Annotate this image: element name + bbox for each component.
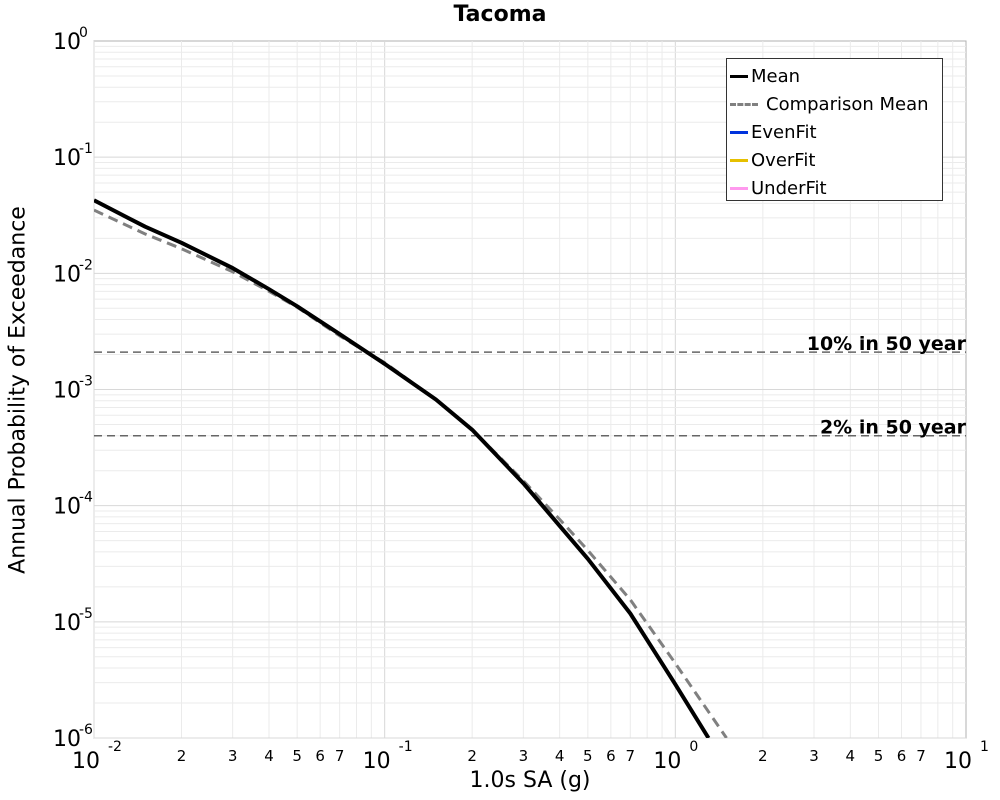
legend-label-mean: Mean	[751, 65, 801, 87]
legend-swatch-mean	[730, 74, 748, 78]
x-minor-tick-label: 7	[626, 747, 636, 765]
legend: Mean Comparison Mean EvenFit OverFit Und…	[726, 58, 943, 201]
y-tick-exponent: -6	[79, 722, 93, 738]
series-line-mean	[94, 198, 711, 738]
legend-swatch-overfit	[730, 158, 748, 162]
x-tick-label: 10	[72, 749, 100, 774]
x-minor-tick-label: 4	[264, 747, 274, 765]
legend-item-mean: Mean	[727, 62, 942, 90]
y-tick-exponent: -2	[79, 257, 93, 273]
y-tick-label: 10	[53, 727, 81, 752]
legend-swatch-comparison-mean	[730, 102, 758, 106]
y-tick-label: 10	[53, 30, 81, 55]
reference-line-label: 2% in 50 year	[820, 417, 967, 439]
x-tick-label: 10	[653, 749, 681, 774]
legend-swatch-evenfit	[730, 130, 748, 134]
y-tick-exponent: -5	[79, 606, 93, 622]
x-minor-tick-label: 4	[555, 747, 565, 765]
legend-swatch-underfit	[730, 186, 748, 190]
legend-label-comparison-mean: Comparison Mean	[766, 93, 929, 115]
reference-line-label: 10% in 50 year	[807, 333, 967, 355]
x-minor-tick-label: 2	[758, 747, 768, 765]
x-minor-tick-label: 2	[467, 747, 477, 765]
y-tick-exponent: -4	[79, 490, 93, 506]
legend-label-underfit: UnderFit	[751, 177, 827, 199]
x-axis-label: 1.0s SA (g)	[469, 768, 591, 793]
x-tick-exponent: 0	[689, 739, 698, 755]
x-minor-tick-label: 5	[292, 747, 302, 765]
x-minor-tick-label: 3	[809, 747, 819, 765]
x-tick-exponent: 1	[980, 739, 989, 755]
x-minor-tick-label: 2	[177, 747, 187, 765]
x-minor-tick-label: 5	[583, 747, 593, 765]
x-minor-tick-label: 6	[315, 747, 325, 765]
legend-item-underfit: UnderFit	[727, 174, 942, 202]
y-tick-label: 10	[53, 262, 81, 287]
x-minor-tick-label: 3	[519, 747, 529, 765]
y-tick-exponent: -1	[79, 141, 93, 157]
x-minor-tick-label: 7	[335, 747, 345, 765]
legend-label-evenfit: EvenFit	[751, 121, 817, 143]
y-tick-label: 10	[53, 495, 81, 520]
x-minor-tick-label: 6	[606, 747, 616, 765]
y-tick-exponent: -3	[79, 374, 93, 390]
chart-title: Tacoma	[453, 2, 547, 27]
x-minor-tick-label: 4	[846, 747, 856, 765]
x-tick-exponent: -2	[108, 739, 122, 755]
y-tick-label: 10	[53, 379, 81, 404]
x-tick-exponent: -1	[399, 739, 413, 755]
x-minor-tick-label: 5	[874, 747, 884, 765]
y-tick-label: 10	[53, 611, 81, 636]
legend-item-overfit: OverFit	[727, 146, 942, 174]
y-tick-label: 10	[53, 146, 81, 171]
x-tick-label: 10	[363, 749, 391, 774]
x-minor-tick-label: 6	[897, 747, 907, 765]
y-tick-exponent: 0	[79, 25, 88, 41]
legend-label-overfit: OverFit	[751, 149, 816, 171]
y-axis-label: Annual Probability of Exceedance	[5, 206, 31, 574]
x-minor-tick-label: 7	[916, 747, 926, 765]
x-tick-label: 10	[944, 749, 972, 774]
legend-item-comparison-mean: Comparison Mean	[727, 90, 942, 118]
legend-item-evenfit: EvenFit	[727, 118, 942, 146]
x-minor-tick-label: 3	[228, 747, 238, 765]
